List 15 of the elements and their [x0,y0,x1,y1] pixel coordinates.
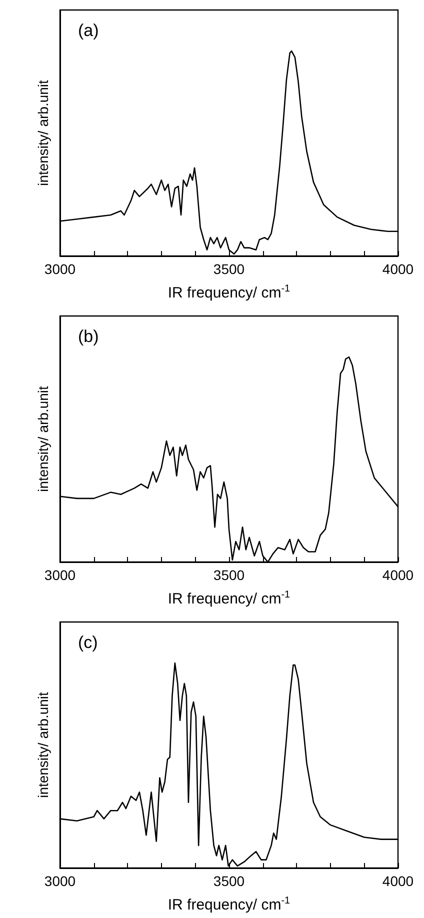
y-axis-title: intensity/ arb.unit [35,386,51,492]
x-tick-label: 4000 [382,567,414,583]
x-tick-label: 3000 [44,567,76,583]
y-axis-title: intensity/ arb.unit [35,80,51,186]
x-tick-label: 3000 [44,261,76,277]
text: (c) [78,633,98,652]
x-tick-label: 3500 [213,873,245,889]
x-tick-label: 3000 [44,873,76,889]
x-tick-label: 3500 [213,567,245,583]
y-axis-title: intensity/ arb.unit [35,692,51,798]
x-tick-label: 4000 [382,261,414,277]
x-tick-label: 4000 [382,873,414,889]
x-tick-label: 3500 [213,261,245,277]
text: (b) [78,327,99,346]
text: (a) [78,21,99,40]
